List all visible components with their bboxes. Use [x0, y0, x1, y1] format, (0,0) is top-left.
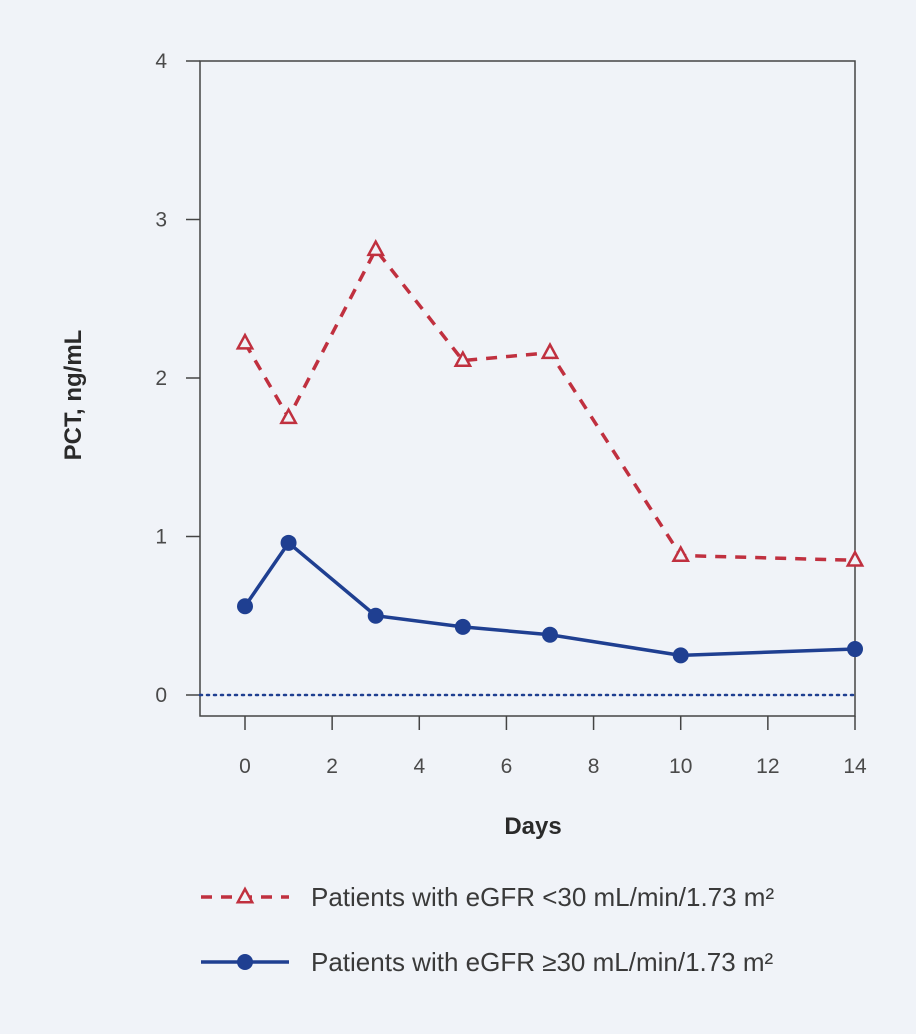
- series-egfr-below-30: [238, 242, 862, 566]
- data-point-circle: [281, 535, 297, 551]
- x-tick-label: 6: [501, 755, 513, 778]
- data-point-triangle: [281, 410, 295, 423]
- legend-label-egfr-below-30: Patients with eGFR <30 mL/min/1.73 m²: [311, 882, 774, 912]
- data-point-circle: [542, 627, 558, 643]
- data-point-circle: [455, 619, 471, 635]
- legend-label-egfr-30-or-above: Patients with eGFR ≥30 mL/min/1.73 m²: [311, 947, 774, 977]
- y-tick-label: 0: [155, 684, 167, 707]
- x-tick-label: 12: [756, 755, 779, 778]
- y-tick-label: 1: [155, 526, 167, 549]
- plot-frame: [200, 61, 855, 716]
- y-tick-label: 2: [155, 367, 167, 390]
- legend: Patients with eGFR <30 mL/min/1.73 m² Pa…: [201, 882, 774, 977]
- y-axis-title: PCT, ng/mL: [60, 330, 87, 461]
- x-tick-label: 14: [843, 755, 867, 778]
- plot-border: [200, 61, 855, 716]
- data-point-circle: [847, 641, 863, 657]
- legend-marker-circle: [237, 954, 253, 970]
- y-tick-label: 3: [155, 209, 167, 232]
- x-tick-label: 0: [239, 755, 251, 778]
- x-tick-label: 2: [326, 755, 338, 778]
- data-point-triangle: [238, 335, 252, 348]
- series-line: [245, 250, 855, 561]
- data-point-circle: [673, 647, 689, 663]
- series-layer: [237, 242, 863, 664]
- legend-swatch-egfr-30-or-above: [201, 954, 289, 970]
- legend-item-egfr-below-30: Patients with eGFR <30 mL/min/1.73 m²: [201, 882, 774, 912]
- data-point-triangle: [848, 552, 862, 565]
- y-tick-label: 4: [155, 50, 167, 73]
- legend-item-egfr-30-or-above: Patients with eGFR ≥30 mL/min/1.73 m²: [201, 947, 774, 977]
- data-point-triangle: [543, 345, 557, 358]
- data-point-circle: [368, 608, 384, 624]
- x-tick-label: 8: [588, 755, 600, 778]
- x-axis-ticks: 0 2 4 6 8 10 12 14: [239, 716, 867, 778]
- data-point-triangle: [369, 242, 383, 255]
- x-tick-label: 10: [669, 755, 692, 778]
- y-axis-ticks: 0 1 2 3 4: [155, 50, 200, 707]
- x-axis-title: Days: [504, 813, 561, 840]
- data-point-circle: [237, 598, 253, 614]
- legend-swatch-egfr-below-30: [201, 889, 289, 902]
- x-tick-label: 4: [413, 755, 425, 778]
- series-egfr-30-or-above: [237, 535, 863, 664]
- line-chart: 01234 0 2 4 6 8 10 12 14 PCT, ng/mL Days Patien…: [0, 0, 916, 1034]
